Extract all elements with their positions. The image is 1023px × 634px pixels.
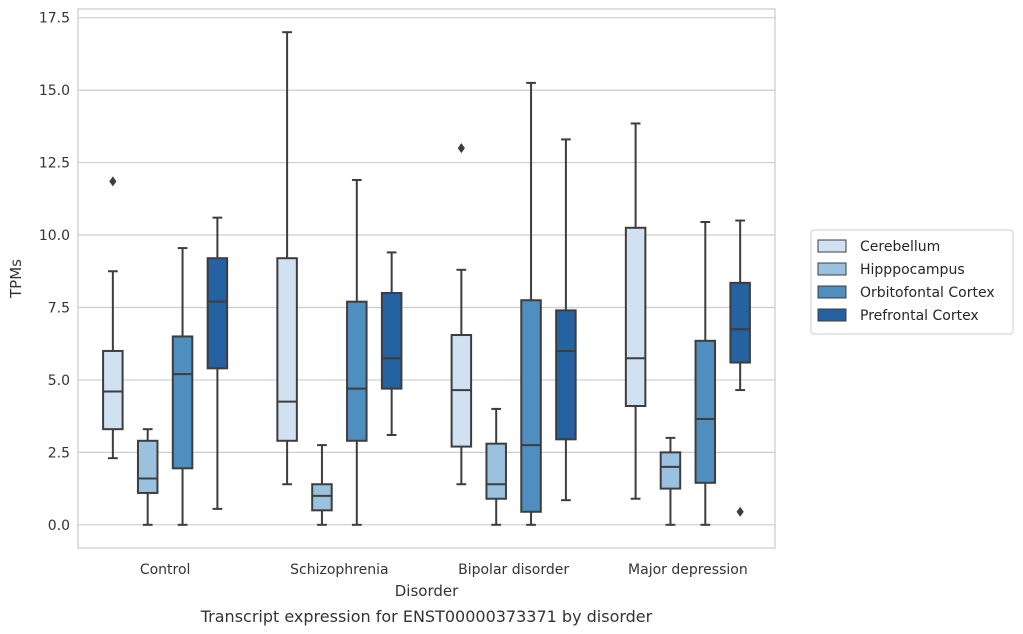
box-plot-1-3 xyxy=(659,436,682,526)
y-tick-label: 10.0 xyxy=(39,228,70,244)
box-iqr xyxy=(276,257,298,442)
box-plot-0-1 xyxy=(276,31,298,486)
outlier-point xyxy=(457,143,465,154)
y-tick-label: 17.5 xyxy=(39,11,70,27)
y-axis-label: TPMs xyxy=(7,259,25,299)
legend-swatch xyxy=(817,285,847,299)
box-plot-3-0 xyxy=(206,216,229,510)
box-iqr xyxy=(136,439,159,494)
x-tick-labels: Control Schizophrenia Bipolar disorder Majo… xyxy=(140,562,748,578)
legend-label: Cerebellum xyxy=(860,239,940,255)
legend-swatch xyxy=(817,239,847,253)
box-plot-2-2 xyxy=(520,81,542,526)
box-plot-1-1 xyxy=(311,444,333,526)
box-iqr xyxy=(346,300,368,442)
y-tick-label: 2.5 xyxy=(48,445,70,461)
box-plot-2-0 xyxy=(171,247,194,526)
box-iqr xyxy=(555,309,577,441)
box-plot-0-2 xyxy=(450,143,473,486)
legend-label: Orbitofontal Cortex xyxy=(860,285,995,301)
box-iqr xyxy=(659,451,682,490)
box-plot-3-3 xyxy=(729,219,751,517)
box-iqr xyxy=(380,291,403,390)
box-groups xyxy=(102,31,751,526)
x-axis-label: Disorder xyxy=(395,582,459,600)
plot-frame xyxy=(77,8,776,549)
y-tick-label: 7.5 xyxy=(48,300,70,316)
y-tick-label: 5.0 xyxy=(48,373,70,389)
box-plot-0-3 xyxy=(624,122,647,500)
box-iqr xyxy=(206,257,229,370)
box-plot-0-0 xyxy=(102,176,124,460)
box-iqr xyxy=(311,483,333,512)
box-plot-3-1 xyxy=(380,251,403,436)
box-plot-1-0 xyxy=(136,428,159,526)
x-tick-label: Schizophrenia xyxy=(290,562,388,578)
box-iqr xyxy=(694,339,717,484)
box-iqr xyxy=(624,226,647,408)
outlier-point xyxy=(109,176,117,187)
box-plot-2-1 xyxy=(346,178,368,526)
box-plot-1-2 xyxy=(485,407,507,526)
grid-lines xyxy=(78,17,775,526)
x-tick-label: Major depression xyxy=(628,562,748,578)
legend-swatch xyxy=(817,308,847,322)
box-plot-2-3 xyxy=(694,220,717,526)
y-tick-label: 12.5 xyxy=(39,156,70,172)
legend-swatch xyxy=(817,262,847,276)
box-iqr xyxy=(729,281,751,364)
y-tick-label: 0.0 xyxy=(48,518,70,534)
box-iqr xyxy=(520,299,542,513)
box-plot-3-2 xyxy=(555,138,577,502)
x-tick-label: Control xyxy=(140,562,191,578)
legend-label: Prefrontal Cortex xyxy=(860,308,979,324)
outlier-point xyxy=(736,506,744,517)
legend: Cerebellum Hipppocampus Orbitofontal Corte… xyxy=(810,229,1014,335)
legend-frame xyxy=(810,229,1014,335)
legend-label: Hipppocampus xyxy=(860,262,965,278)
x-tick-label: Bipolar disorder xyxy=(458,562,569,578)
y-tick-label: 15.0 xyxy=(39,83,70,99)
box-iqr xyxy=(102,349,124,431)
y-tick-labels: 0.0 2.5 5.0 7.5 10.0 12.5 15.0 17.5 xyxy=(39,11,70,534)
chart-caption: Transcript expression for ENST0000037337… xyxy=(200,607,653,626)
box-iqr xyxy=(485,442,507,500)
box-iqr xyxy=(171,335,194,470)
